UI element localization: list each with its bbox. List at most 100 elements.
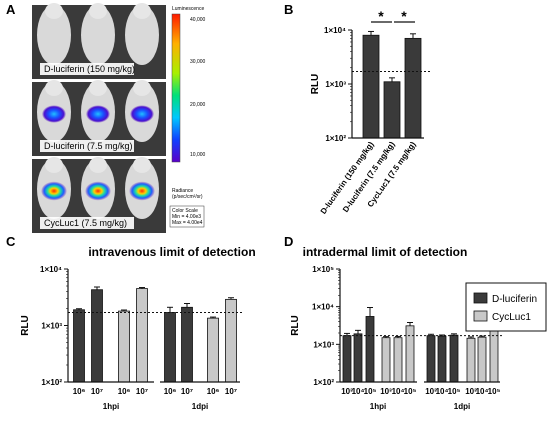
legend-swatch-cycluc1: [473, 310, 488, 322]
bar: [225, 298, 237, 383]
chart-title: intradermal limit of detection: [303, 245, 468, 259]
y-tick-label: 1×10³: [325, 80, 346, 89]
imaging-label-bg: [40, 217, 134, 229]
y-tick-label: 1×10²: [325, 134, 346, 143]
bar: [477, 336, 487, 383]
mouse-body: [81, 5, 115, 65]
y-tick-label: 1×10³: [41, 322, 62, 331]
bar: [73, 309, 85, 383]
bar: [342, 335, 352, 383]
bar: [136, 288, 148, 383]
color-scale-max: Max = 4.00e4: [172, 220, 203, 226]
mouse-head: [45, 3, 63, 19]
bioluminescence-signal: [129, 181, 155, 201]
x-group-label: 1hpi: [103, 402, 119, 411]
x-category-label: 10³: [425, 387, 437, 396]
x-category-label: 10³: [380, 387, 392, 396]
panel-letter-a: A: [6, 2, 16, 17]
colorbar-unit-title: Radiance: [172, 188, 193, 194]
bar: [118, 310, 130, 383]
x-category-label: 10⁴: [392, 387, 405, 396]
x-group-label: 1hpi: [370, 402, 386, 411]
x-category-label: 10⁷: [91, 387, 103, 396]
imaging-label: D-luciferin (7.5 mg/kg): [44, 141, 133, 151]
y-tick-label: 1×10⁴: [312, 303, 334, 312]
x-category-label: 10⁷: [136, 387, 148, 396]
mouse-head: [133, 3, 151, 19]
chart-d: intradermal limit of detection 1×10² 1×10³…: [290, 245, 503, 411]
x-category-label: 10⁶: [164, 387, 177, 396]
bar: [393, 337, 403, 383]
y-tick-label: 1×10⁵: [312, 265, 334, 274]
y-axis-title: RLU: [20, 315, 31, 336]
panel-letter-b: B: [284, 2, 293, 17]
bar: [362, 34, 380, 139]
color-scale-title: Color Scale: [172, 208, 198, 214]
x-group-label: 1dpi: [454, 402, 470, 411]
imaging-label-bg: [40, 63, 134, 75]
panel-a-imaging: D-luciferin (150 mg/kg) D-luciferin (7.5 …: [32, 3, 166, 233]
mouse-head: [89, 157, 107, 173]
chart-title: intravenous limit of detection: [88, 245, 255, 259]
bioluminescence-signal: [41, 181, 67, 201]
x-category-label: 10⁶: [73, 387, 86, 396]
x-category-label: 10⁴: [352, 387, 365, 396]
mouse-head: [133, 80, 151, 96]
bar: [383, 81, 401, 139]
imaging-label: D-luciferin (150 mg/kg): [44, 64, 135, 74]
bioluminescence-signal: [129, 105, 155, 123]
legend-box: [465, 282, 547, 332]
y-tick-label: 1×10²: [313, 378, 334, 387]
legend-label-cycluc1: CycLuc1: [492, 312, 531, 323]
y-tick-label: 1×10³: [313, 340, 334, 349]
legend-label-dluciferin: D-luciferin: [492, 294, 537, 305]
bar: [466, 337, 476, 383]
x-category-label: 10⁵: [364, 387, 377, 396]
x-category-label: 10⁷: [181, 387, 193, 396]
imaging-label-bg: [40, 140, 134, 152]
mouse-head: [45, 157, 63, 173]
y-tick-label: 1×10⁴: [40, 265, 62, 274]
mouse-head: [45, 80, 63, 96]
bar: [91, 289, 103, 383]
x-category-label: 10⁴: [436, 387, 449, 396]
x-group-label: 1dpi: [192, 402, 208, 411]
bar: [405, 325, 415, 383]
colorbar-unit: (p/sec/cm²/sr): [172, 194, 203, 200]
colorbar-tick: 10,000: [190, 152, 206, 158]
colorbar: Luminescence 40,000 30,000 20,000 10,000…: [169, 6, 206, 228]
colorbar-tick: 30,000: [190, 59, 206, 65]
bar: [489, 330, 499, 383]
chart-c: intravenous limit of detection 1×10² 1×10³…: [20, 245, 256, 411]
y-tick-label: 1×10²: [41, 378, 62, 387]
bar: [449, 334, 459, 383]
bioluminescence-signal: [85, 181, 111, 201]
bar: [426, 335, 436, 383]
x-category-label: 10³: [465, 387, 477, 396]
color-scale-box: [169, 205, 205, 228]
x-category-label: 10⁵: [404, 387, 417, 396]
bioluminescence-signal: [85, 105, 111, 123]
bar: [181, 306, 193, 383]
x-category-label: 10⁶: [207, 387, 220, 396]
bioluminescence-signal: [41, 105, 67, 123]
y-tick-label: 1×10⁴: [324, 26, 346, 35]
imaging-label: CycLuc1 (7.5 mg/kg): [44, 218, 127, 228]
x-category-label: 10³: [341, 387, 353, 396]
bar: [353, 333, 363, 383]
mouse-head: [89, 80, 107, 96]
bar: [404, 37, 422, 139]
color-scale-min: Min = 4.00e3: [172, 214, 201, 220]
legend: D-luciferin CycLuc1: [465, 282, 547, 332]
panel-letter-c: C: [6, 234, 16, 249]
y-axis-title: RLU: [290, 315, 301, 336]
colorbar-gradient: [171, 13, 181, 163]
bar: [164, 312, 176, 383]
colorbar-tick: 40,000: [190, 17, 206, 23]
significance-star: *: [401, 8, 407, 24]
colorbar-title: Luminescence: [172, 6, 204, 12]
y-axis-title: RLU: [310, 74, 321, 95]
bar: [207, 317, 219, 383]
